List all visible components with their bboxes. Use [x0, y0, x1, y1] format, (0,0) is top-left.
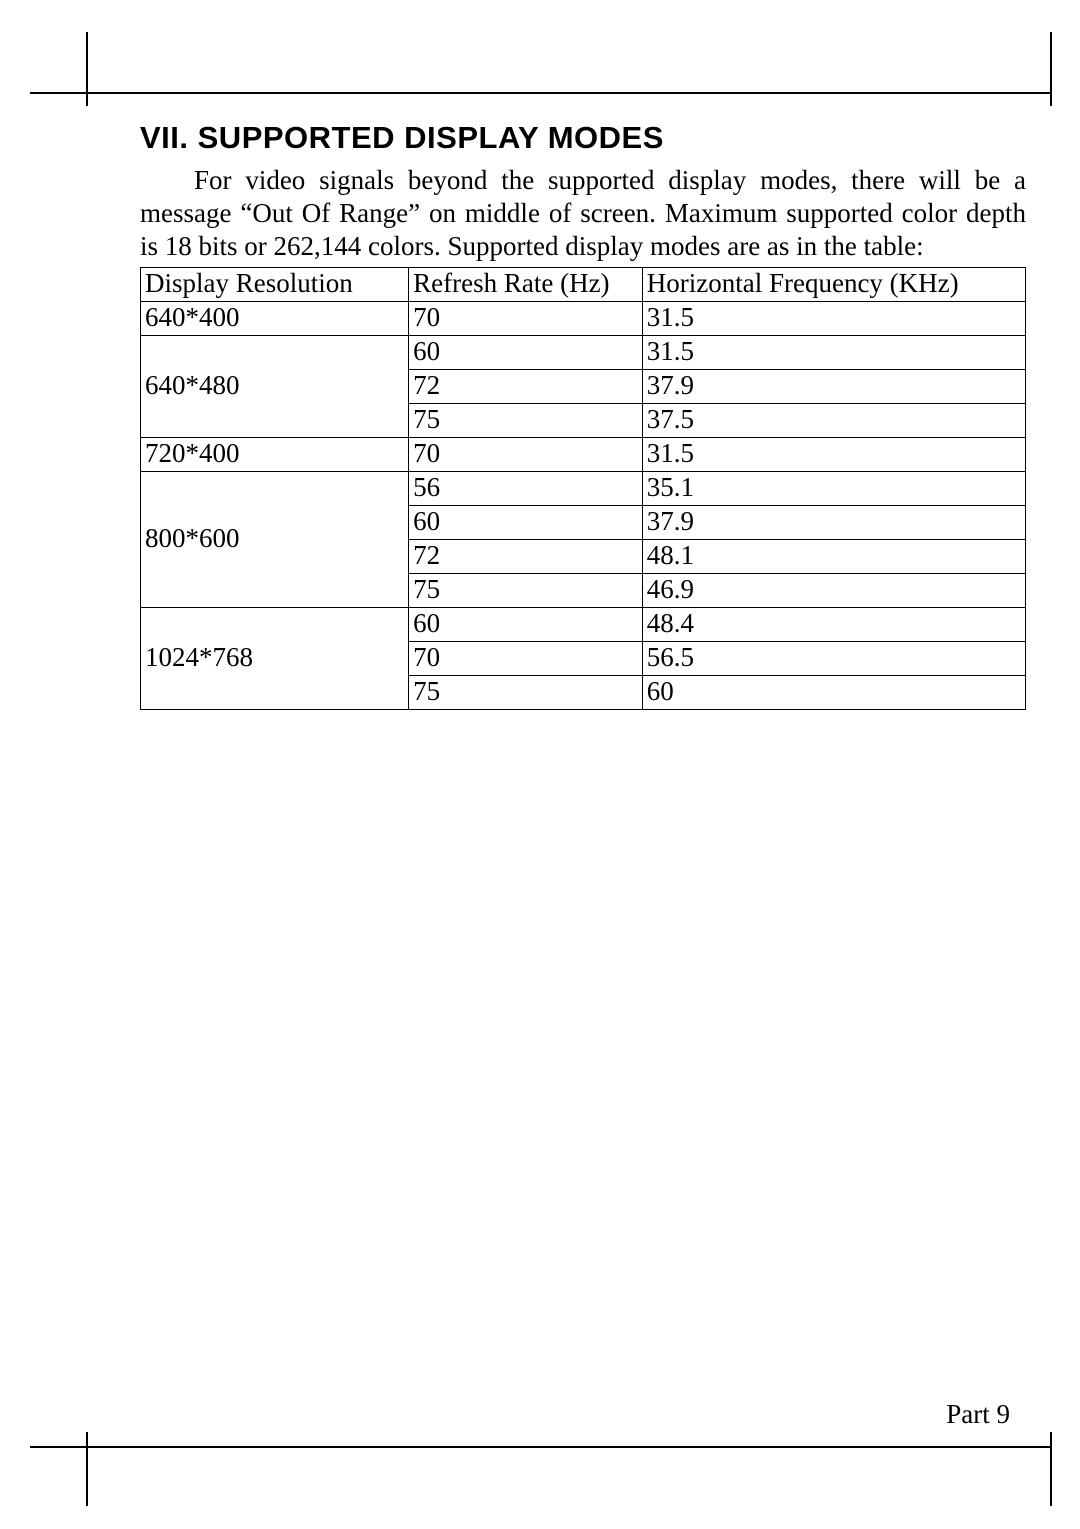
- crop-mark: [86, 1432, 88, 1506]
- table-row: 640*4806031.5: [141, 335, 1026, 369]
- table-cell: 31.5: [642, 335, 1025, 369]
- table-cell: 70: [409, 642, 643, 676]
- content-area: VII. SUPPORTED DISPLAY MODES For video s…: [140, 120, 1026, 710]
- table-cell: 31.5: [642, 301, 1025, 335]
- crop-mark: [30, 92, 1050, 94]
- table-cell: 70: [409, 301, 643, 335]
- display-modes-table: Display ResolutionRefresh Rate (Hz)Horiz…: [140, 267, 1026, 711]
- table-cell: 56: [409, 472, 643, 506]
- table-header-cell: Refresh Rate (Hz): [409, 267, 643, 301]
- table-cell: 37.9: [642, 506, 1025, 540]
- table-cell: 72: [409, 369, 643, 403]
- table-cell: 60: [642, 676, 1025, 710]
- table-row: 1024*7686048.4: [141, 608, 1026, 642]
- table-cell: 72: [409, 540, 643, 574]
- crop-mark: [1050, 1432, 1052, 1506]
- table-cell: 35.1: [642, 472, 1025, 506]
- resolution-cell: 1024*768: [141, 608, 409, 710]
- table-cell: 70: [409, 438, 643, 472]
- resolution-cell: 640*400: [141, 301, 409, 335]
- table-cell: 56.5: [642, 642, 1025, 676]
- table-row: 720*4007031.5: [141, 438, 1026, 472]
- resolution-cell: 640*480: [141, 335, 409, 437]
- table-row: 640*4007031.5: [141, 301, 1026, 335]
- table-cell: 37.5: [642, 404, 1025, 438]
- table-cell: 46.9: [642, 574, 1025, 608]
- table-row: 800*6005635.1: [141, 472, 1026, 506]
- table-header-row: Display ResolutionRefresh Rate (Hz)Horiz…: [141, 267, 1026, 301]
- table-cell: 75: [409, 574, 643, 608]
- table-cell: 75: [409, 676, 643, 710]
- table-cell: 60: [409, 506, 643, 540]
- crop-mark: [1050, 32, 1052, 106]
- table-cell: 48.1: [642, 540, 1025, 574]
- table-cell: 48.4: [642, 608, 1025, 642]
- page: VII. SUPPORTED DISPLAY MODES For video s…: [0, 0, 1080, 1529]
- resolution-cell: 720*400: [141, 438, 409, 472]
- table-cell: 60: [409, 335, 643, 369]
- table-cell: 37.9: [642, 369, 1025, 403]
- resolution-cell: 800*600: [141, 472, 409, 608]
- table-cell: 31.5: [642, 438, 1025, 472]
- table-header-cell: Horizontal Frequency (KHz): [642, 267, 1025, 301]
- page-number: Part 9: [946, 1399, 1010, 1430]
- intro-paragraph: For video signals beyond the supported d…: [140, 164, 1026, 263]
- table-cell: 75: [409, 404, 643, 438]
- table-header-cell: Display Resolution: [141, 267, 409, 301]
- table-cell: 60: [409, 608, 643, 642]
- section-heading: VII. SUPPORTED DISPLAY MODES: [140, 120, 1026, 156]
- crop-mark: [30, 1446, 1050, 1448]
- crop-mark: [86, 32, 88, 106]
